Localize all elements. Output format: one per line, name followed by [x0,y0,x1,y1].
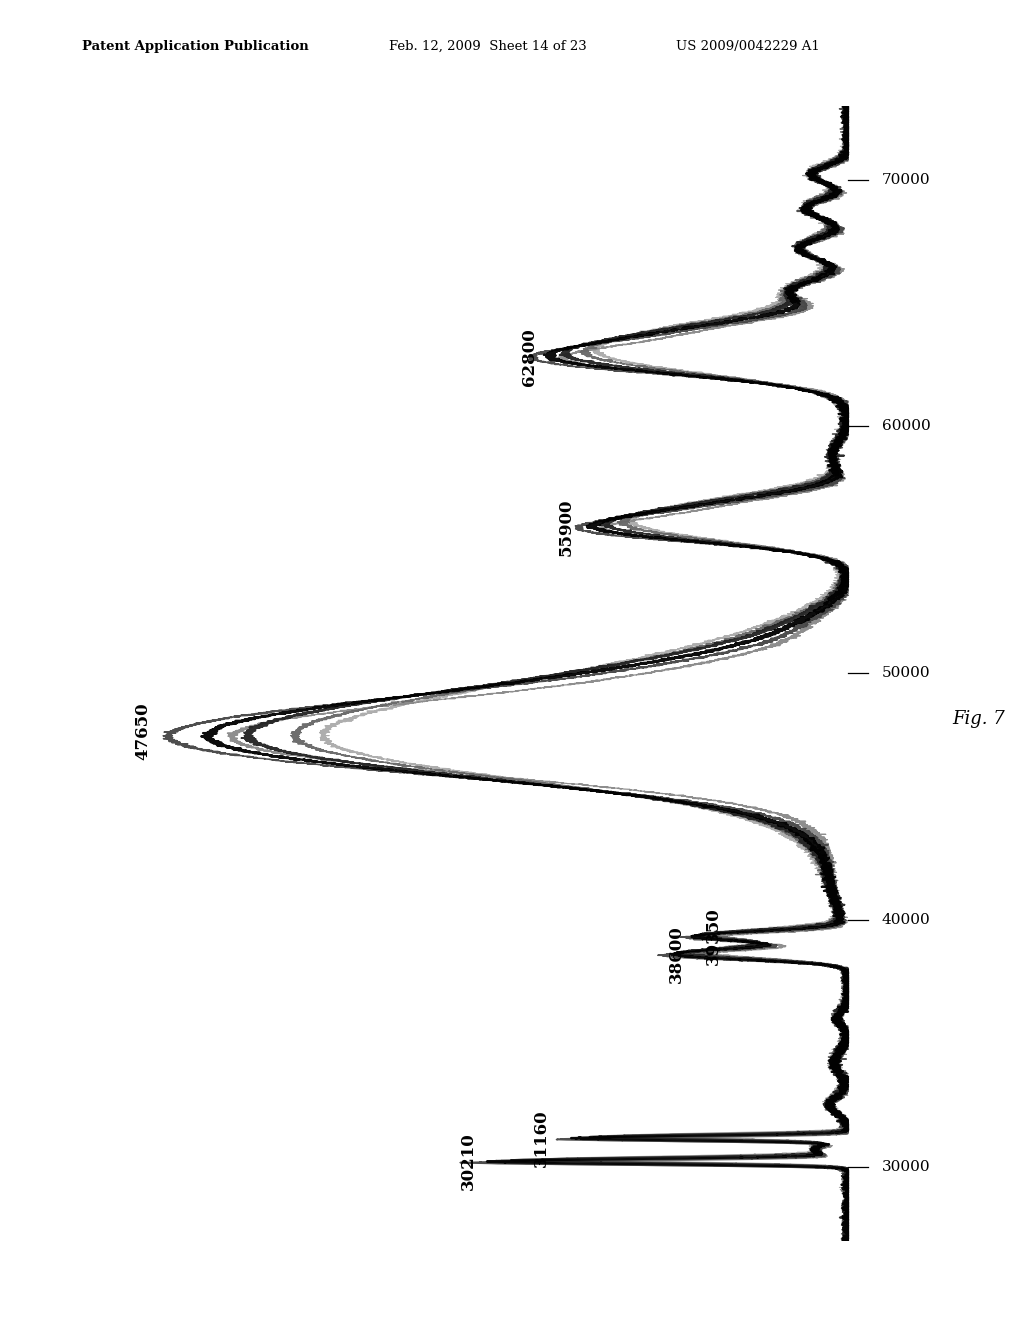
Text: 47650: 47650 [135,702,152,760]
Text: 40000: 40000 [882,913,931,927]
Text: 38600: 38600 [668,925,685,983]
Text: Patent Application Publication: Patent Application Publication [82,40,308,53]
Text: 50000: 50000 [882,667,931,680]
Text: 39350: 39350 [705,907,722,965]
Text: Feb. 12, 2009  Sheet 14 of 23: Feb. 12, 2009 Sheet 14 of 23 [389,40,587,53]
Text: US 2009/0042229 A1: US 2009/0042229 A1 [676,40,819,53]
Text: 55900: 55900 [558,499,574,556]
Text: 30210: 30210 [460,1133,476,1191]
Text: 31160: 31160 [534,1109,550,1167]
Text: 30000: 30000 [882,1160,931,1173]
Text: Fig. 7: Fig. 7 [952,710,1006,729]
Text: 60000: 60000 [882,420,931,433]
Text: 62800: 62800 [521,329,538,387]
Text: 70000: 70000 [882,173,931,186]
